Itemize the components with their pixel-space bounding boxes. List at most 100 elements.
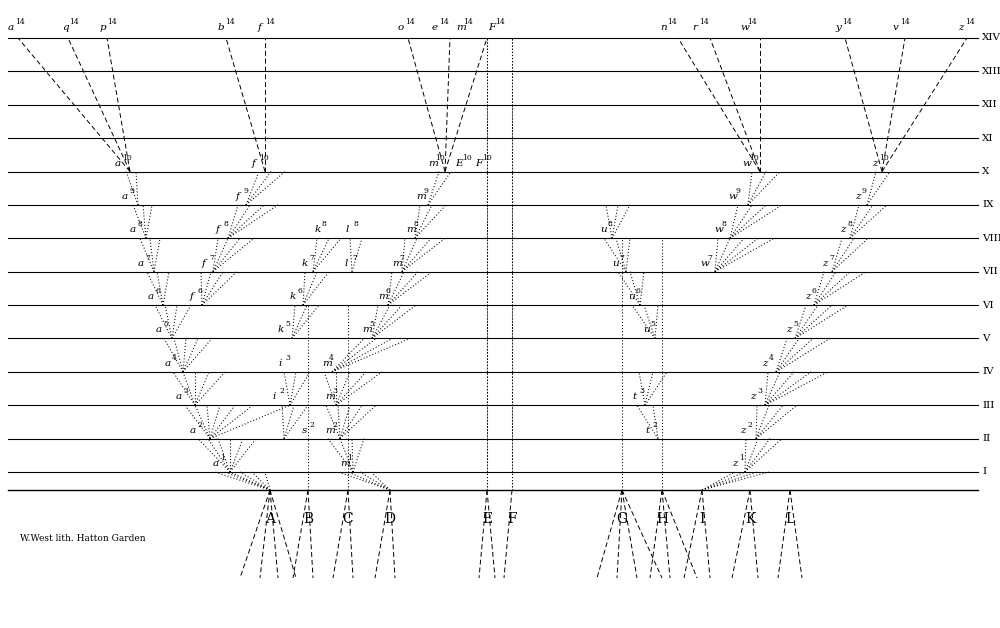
Text: I: I xyxy=(699,512,705,526)
Text: m: m xyxy=(325,426,335,435)
Text: VI: VI xyxy=(982,301,994,310)
Text: VIII: VIII xyxy=(982,234,1000,243)
Text: 7: 7 xyxy=(352,254,357,262)
Text: f: f xyxy=(216,225,220,234)
Text: 5: 5 xyxy=(650,320,655,328)
Text: 7: 7 xyxy=(309,254,314,262)
Text: m: m xyxy=(340,459,350,468)
Text: 10: 10 xyxy=(482,153,492,161)
Text: k: k xyxy=(315,225,321,234)
Text: 8: 8 xyxy=(413,220,418,229)
Text: w: w xyxy=(740,23,749,32)
Text: u: u xyxy=(612,259,619,268)
Text: f: f xyxy=(236,192,240,201)
Text: 4: 4 xyxy=(172,354,177,362)
Text: 10: 10 xyxy=(122,153,132,161)
Text: 8: 8 xyxy=(137,220,142,229)
Text: I: I xyxy=(982,467,986,477)
Text: t: t xyxy=(645,426,649,435)
Text: 6: 6 xyxy=(197,287,202,295)
Text: C: C xyxy=(343,512,353,526)
Text: 14: 14 xyxy=(900,18,910,26)
Text: 5: 5 xyxy=(793,320,798,328)
Text: 4: 4 xyxy=(769,354,774,362)
Text: 7: 7 xyxy=(619,254,624,262)
Text: 14: 14 xyxy=(107,18,117,26)
Text: 3: 3 xyxy=(285,354,290,362)
Text: a: a xyxy=(176,392,182,401)
Text: 14: 14 xyxy=(495,18,505,26)
Text: w: w xyxy=(742,158,751,168)
Text: f: f xyxy=(190,292,194,301)
Text: p: p xyxy=(100,23,107,32)
Text: z: z xyxy=(855,192,860,201)
Text: XII: XII xyxy=(982,100,998,109)
Text: 8: 8 xyxy=(353,220,358,229)
Text: A: A xyxy=(265,512,275,526)
Text: k: k xyxy=(278,325,284,335)
Text: 2: 2 xyxy=(309,421,314,429)
Text: 2: 2 xyxy=(332,421,337,429)
Text: 10: 10 xyxy=(435,153,445,161)
Text: i: i xyxy=(278,359,281,368)
Text: 8: 8 xyxy=(223,220,228,229)
Text: k: k xyxy=(302,259,308,268)
Text: m: m xyxy=(392,259,402,268)
Text: 7: 7 xyxy=(829,254,834,262)
Text: s: s xyxy=(302,426,307,435)
Text: XIII: XIII xyxy=(982,67,1000,76)
Text: E: E xyxy=(482,512,492,526)
Text: a: a xyxy=(8,23,14,32)
Text: f: f xyxy=(258,23,262,32)
Text: 6: 6 xyxy=(812,287,817,295)
Text: G: G xyxy=(616,512,628,526)
Text: 6: 6 xyxy=(635,287,640,295)
Text: 10: 10 xyxy=(749,153,759,161)
Text: L: L xyxy=(785,512,795,526)
Text: a: a xyxy=(138,259,144,268)
Text: 14: 14 xyxy=(699,18,709,26)
Text: 5: 5 xyxy=(285,320,290,328)
Text: r: r xyxy=(692,23,697,32)
Text: a: a xyxy=(190,426,196,435)
Text: IX: IX xyxy=(982,200,994,209)
Text: 9: 9 xyxy=(735,187,740,195)
Text: 6: 6 xyxy=(385,287,390,295)
Text: 2: 2 xyxy=(652,421,657,429)
Text: V: V xyxy=(982,334,990,343)
Text: 9: 9 xyxy=(423,187,428,195)
Text: 7: 7 xyxy=(209,254,214,262)
Text: z: z xyxy=(958,23,964,32)
Text: a: a xyxy=(115,158,121,168)
Text: i: i xyxy=(272,392,275,401)
Text: a: a xyxy=(165,359,171,368)
Text: 9: 9 xyxy=(129,187,134,195)
Text: a: a xyxy=(213,459,219,468)
Text: 1: 1 xyxy=(347,454,352,462)
Text: 10: 10 xyxy=(259,153,269,161)
Text: f: f xyxy=(202,259,206,268)
Text: III: III xyxy=(982,401,994,409)
Text: 9: 9 xyxy=(862,187,867,195)
Text: K: K xyxy=(745,512,755,526)
Text: f: f xyxy=(252,158,256,168)
Text: l: l xyxy=(346,225,349,234)
Text: 14: 14 xyxy=(15,18,25,26)
Text: b: b xyxy=(218,23,225,32)
Text: 14: 14 xyxy=(667,18,677,26)
Text: z: z xyxy=(872,158,878,168)
Text: XI: XI xyxy=(982,134,994,143)
Text: 14: 14 xyxy=(265,18,275,26)
Text: u: u xyxy=(628,292,635,301)
Text: w: w xyxy=(728,192,737,201)
Text: 14: 14 xyxy=(225,18,235,26)
Text: m: m xyxy=(416,192,426,201)
Text: F: F xyxy=(507,512,517,526)
Text: z: z xyxy=(732,459,738,468)
Text: 14: 14 xyxy=(842,18,852,26)
Text: 5: 5 xyxy=(369,320,374,328)
Text: l: l xyxy=(345,259,348,268)
Text: B: B xyxy=(303,512,313,526)
Text: 6: 6 xyxy=(155,287,160,295)
Text: 3: 3 xyxy=(332,387,337,395)
